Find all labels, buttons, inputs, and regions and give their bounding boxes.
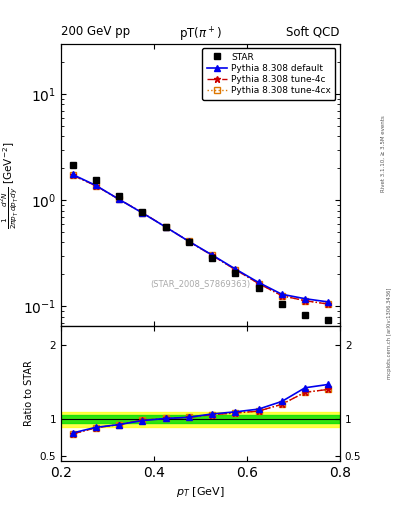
STAR — [70, 162, 75, 168]
Pythia 8.308 tune-4c — [70, 172, 75, 178]
Pythia 8.308 tune-4c — [117, 196, 121, 202]
Pythia 8.308 tune-4c — [210, 252, 215, 259]
Y-axis label: $\frac{1}{2\pi p_T}\frac{d^2N}{dp_T\,dy}$ [GeV$^{-2}$]: $\frac{1}{2\pi p_T}\frac{d^2N}{dp_T\,dy}… — [0, 141, 20, 228]
Pythia 8.308 tune-4c — [303, 297, 307, 304]
Pythia 8.308 tune-4c — [233, 267, 238, 273]
Pythia 8.308 default — [117, 196, 121, 202]
Line: Pythia 8.308 tune-4cx: Pythia 8.308 tune-4cx — [70, 173, 331, 307]
Bar — [61, 415, 340, 423]
STAR — [210, 255, 215, 261]
STAR — [303, 312, 307, 318]
Pythia 8.308 tune-4cx — [233, 267, 238, 273]
Pythia 8.308 default — [233, 266, 238, 272]
STAR — [256, 285, 261, 291]
Line: Pythia 8.308 tune-4c: Pythia 8.308 tune-4c — [69, 172, 332, 308]
Pythia 8.308 tune-4cx — [303, 297, 307, 304]
STAR — [186, 240, 191, 246]
Text: (STAR_2008_S7869363): (STAR_2008_S7869363) — [151, 279, 250, 288]
STAR — [233, 270, 238, 276]
Pythia 8.308 default — [326, 299, 331, 305]
Pythia 8.308 default — [210, 252, 215, 258]
Pythia 8.308 default — [70, 172, 75, 178]
Pythia 8.308 tune-4cx — [326, 301, 331, 307]
Pythia 8.308 default — [163, 224, 168, 230]
Pythia 8.308 tune-4c — [163, 224, 168, 230]
Text: Rivet 3.1.10, ≥ 3.5M events: Rivet 3.1.10, ≥ 3.5M events — [381, 115, 386, 192]
Pythia 8.308 tune-4c — [279, 293, 284, 299]
Pythia 8.308 default — [303, 295, 307, 302]
Line: STAR: STAR — [69, 161, 332, 323]
Pythia 8.308 tune-4cx — [140, 209, 145, 216]
Pythia 8.308 tune-4cx — [94, 183, 98, 189]
Pythia 8.308 tune-4c — [326, 301, 331, 307]
Pythia 8.308 tune-4c — [186, 238, 191, 244]
STAR — [140, 209, 145, 215]
Pythia 8.308 tune-4cx — [70, 172, 75, 178]
Title: pT($\pi^+$): pT($\pi^+$) — [179, 25, 222, 44]
Pythia 8.308 tune-4cx — [256, 281, 261, 287]
Text: Soft QCD: Soft QCD — [286, 26, 340, 38]
Bar — [61, 412, 340, 426]
Pythia 8.308 tune-4cx — [210, 252, 215, 259]
STAR — [279, 301, 284, 307]
Pythia 8.308 default — [186, 238, 191, 244]
Y-axis label: Ratio to STAR: Ratio to STAR — [24, 360, 34, 426]
STAR — [163, 224, 168, 230]
Pythia 8.308 default — [94, 182, 98, 188]
STAR — [94, 177, 98, 183]
STAR — [117, 193, 121, 199]
Pythia 8.308 default — [140, 210, 145, 216]
Pythia 8.308 tune-4c — [140, 209, 145, 216]
Pythia 8.308 tune-4c — [94, 183, 98, 189]
Line: Pythia 8.308 default: Pythia 8.308 default — [70, 172, 331, 305]
Pythia 8.308 default — [256, 280, 261, 286]
Pythia 8.308 tune-4cx — [279, 293, 284, 299]
Text: 200 GeV pp: 200 GeV pp — [61, 26, 130, 38]
Legend: STAR, Pythia 8.308 default, Pythia 8.308 tune-4c, Pythia 8.308 tune-4cx: STAR, Pythia 8.308 default, Pythia 8.308… — [202, 48, 336, 100]
STAR — [326, 316, 331, 323]
Pythia 8.308 tune-4cx — [117, 196, 121, 202]
Pythia 8.308 default — [279, 291, 284, 297]
Pythia 8.308 tune-4cx — [186, 238, 191, 244]
Text: mcplots.cern.ch [arXiv:1306.3436]: mcplots.cern.ch [arXiv:1306.3436] — [387, 287, 391, 378]
X-axis label: $p_T$ [GeV]: $p_T$ [GeV] — [176, 485, 225, 499]
Pythia 8.308 tune-4c — [256, 281, 261, 287]
Pythia 8.308 tune-4cx — [163, 224, 168, 230]
